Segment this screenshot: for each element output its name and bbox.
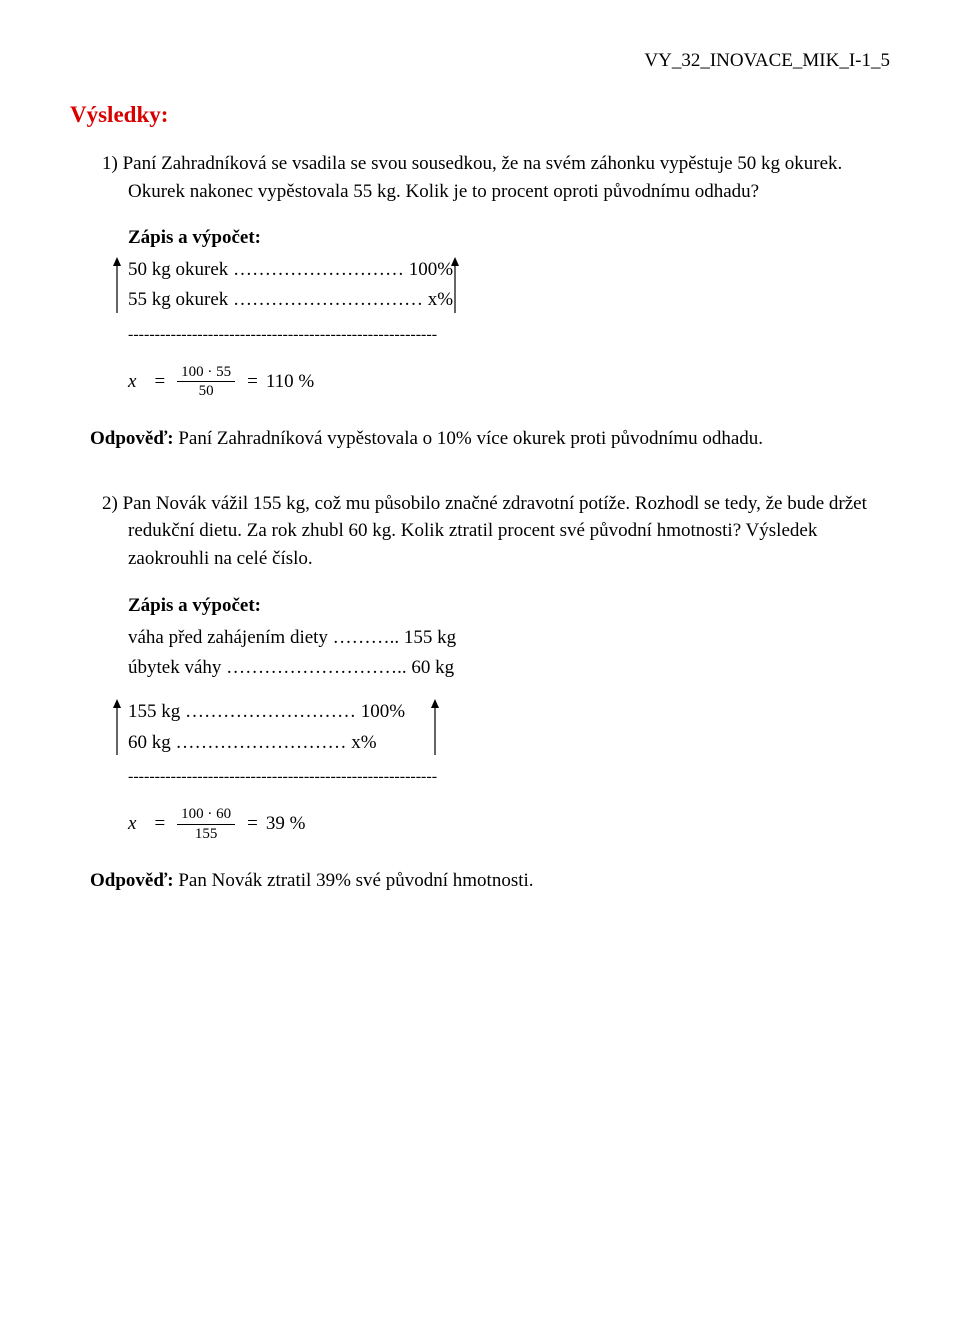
zapis-row: 55 kg okurek ………………………… x% [128, 285, 890, 315]
equals-sign: = [247, 371, 258, 393]
equals-sign: = [154, 371, 165, 393]
problem-1-zapis-block: 50 kg okurek ……………………… 100% 55 kg okurek… [128, 255, 890, 316]
up-arrow-right-icon [448, 257, 462, 315]
problem-2-extra: váha před zahájením diety ……….. 155 kg ú… [128, 623, 890, 684]
fraction-numerator: 100 · 60 [177, 806, 235, 825]
document-code: VY_32_INOVACE_MIK_I-1_5 [70, 50, 890, 72]
zapis-row: 50 kg okurek ……………………… 100% [128, 255, 890, 285]
up-arrow-left-icon [110, 699, 124, 757]
answer-text: Pan Novák ztratil 39% své původní hmotno… [174, 870, 534, 891]
problem-1-text: 1) Paní Zahradníková se vsadila se svou … [102, 150, 890, 205]
problem-1: 1) Paní Zahradníková se vsadila se svou … [102, 150, 890, 400]
problem-2-answer: Odpověď: Pan Novák ztratil 39% své původ… [90, 870, 890, 892]
problem-2-formula: x = 100 · 60 155 = 39 % [128, 806, 890, 842]
extra-line: úbytek váhy ……………………….. 60 kg [128, 653, 890, 683]
problem-2-number: 2) [102, 493, 118, 514]
problem-2-text: 2) Pan Novák vážil 155 kg, což mu působi… [102, 490, 890, 573]
problem-1-body: Paní Zahradníková se vsadila se svou sou… [123, 153, 843, 202]
equals-sign: = [247, 813, 258, 835]
fraction: 100 · 55 50 [177, 364, 235, 400]
equals-sign: = [154, 813, 165, 835]
fraction-denominator: 50 [199, 382, 214, 400]
fraction-denominator: 155 [195, 825, 218, 843]
formula-var: x [128, 813, 136, 835]
problem-1-number: 1) [102, 153, 118, 174]
formula-var: x [128, 371, 136, 393]
up-arrow-left-icon [110, 257, 124, 315]
zapis-row: 155 kg ……………………… 100% [128, 697, 890, 727]
formula-result: 110 % [266, 371, 314, 393]
answer-label: Odpověď: [90, 870, 174, 891]
separator-line: ----------------------------------------… [128, 326, 890, 344]
extra-line: váha před zahájením diety ……….. 155 kg [128, 623, 890, 653]
up-arrow-right-icon [428, 699, 442, 757]
formula-result: 39 % [266, 813, 306, 835]
fraction-numerator: 100 · 55 [177, 364, 235, 383]
results-heading: Výsledky: [70, 102, 890, 128]
fraction: 100 · 60 155 [177, 806, 235, 842]
problem-2-zapis-label: Zápis a výpočet: [128, 595, 890, 617]
answer-text: Paní Zahradníková vypěstovala o 10% více… [174, 428, 763, 449]
problem-1-zapis-label: Zápis a výpočet: [128, 227, 890, 249]
problem-1-formula: x = 100 · 55 50 = 110 % [128, 364, 890, 400]
problem-2-body: Pan Novák vážil 155 kg, což mu působilo … [123, 493, 867, 569]
problem-1-answer: Odpověď: Paní Zahradníková vypěstovala o… [90, 428, 890, 450]
answer-label: Odpověď: [90, 428, 174, 449]
separator-line: ----------------------------------------… [128, 768, 890, 786]
problem-2-zapis-block: 155 kg ……………………… 100% 60 kg ……………………… x% [128, 697, 890, 758]
zapis-row: 60 kg ……………………… x% [128, 728, 890, 758]
problem-2: 2) Pan Novák vážil 155 kg, což mu působi… [102, 490, 890, 842]
